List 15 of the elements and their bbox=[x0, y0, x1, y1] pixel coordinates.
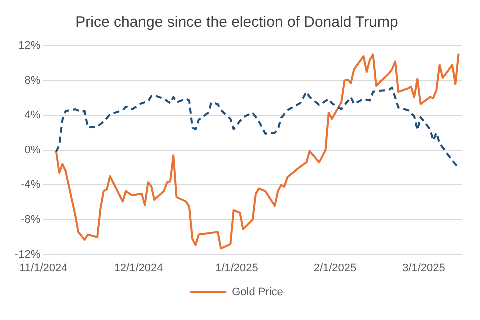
y-tick-label: 8% bbox=[24, 74, 41, 87]
y-tick-label: 0% bbox=[24, 144, 41, 156]
x-tick-label: 11/1/2024 bbox=[20, 262, 68, 274]
y-tick-label: -12% bbox=[14, 248, 41, 261]
y-tick-label: -4% bbox=[21, 179, 41, 192]
legend-label: Gold Price bbox=[232, 286, 284, 299]
line-series bbox=[55, 86, 460, 169]
x-tick-label: 12/1/2024 bbox=[114, 262, 164, 274]
chart-title: Price change since the election of Donald Trump bbox=[76, 14, 398, 32]
x-tick-label: 2/1/2025 bbox=[314, 262, 357, 274]
y-tick-label: 12% bbox=[18, 40, 41, 52]
y-tick-label: 4% bbox=[24, 110, 41, 122]
y-tick-label: -8% bbox=[21, 214, 41, 226]
x-tick-label: 3/1/2025 bbox=[402, 262, 446, 274]
x-tick-label: 1/1/2025 bbox=[216, 262, 258, 274]
